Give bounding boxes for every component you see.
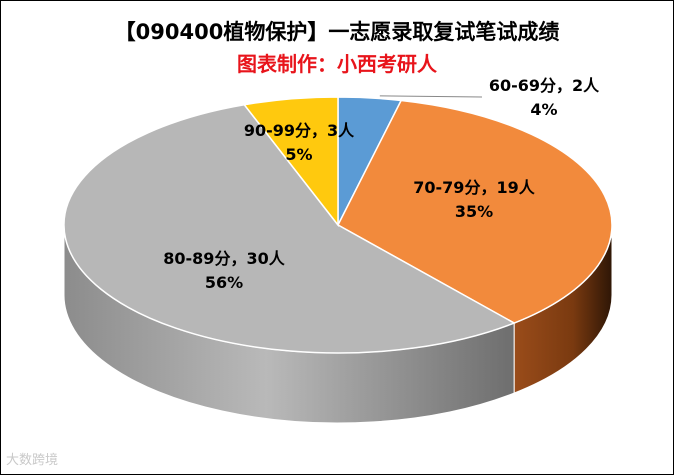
data-label-80-89分: 80-89分，30人 [163, 249, 285, 268]
pie-top-faces [63, 96, 613, 354]
data-label-60-69分: 60-69分，2人 [489, 76, 600, 95]
pie-slice-90-99分 [242, 96, 339, 228]
data-label-90-99分: 90-99分，3人 [244, 121, 355, 140]
data-label-percent-90-99分: 5% [285, 145, 312, 164]
chart-title: 【090400植物保护】一志愿录取复试笔试成绩 [114, 20, 560, 44]
data-label-percent-60-69分: 4% [530, 100, 557, 119]
pie-slice-80-89分 [63, 103, 516, 354]
pie-labels: 60-69分，2人 4% 70-79分，19人 35% 80-89分，30人 56% 90-… [163, 76, 600, 292]
data-label-70-79分: 70-79分，19人 [413, 178, 535, 197]
chart-subtitle: 图表制作：小西考研人 [237, 52, 437, 76]
pie-slice-70-79分 [337, 99, 613, 324]
watermark: 大数跨境 [6, 453, 59, 468]
data-label-percent-70-79分: 35% [455, 202, 493, 221]
leader-line-60-69分 [379, 95, 483, 98]
data-label-percent-80-89分: 56% [205, 273, 243, 292]
